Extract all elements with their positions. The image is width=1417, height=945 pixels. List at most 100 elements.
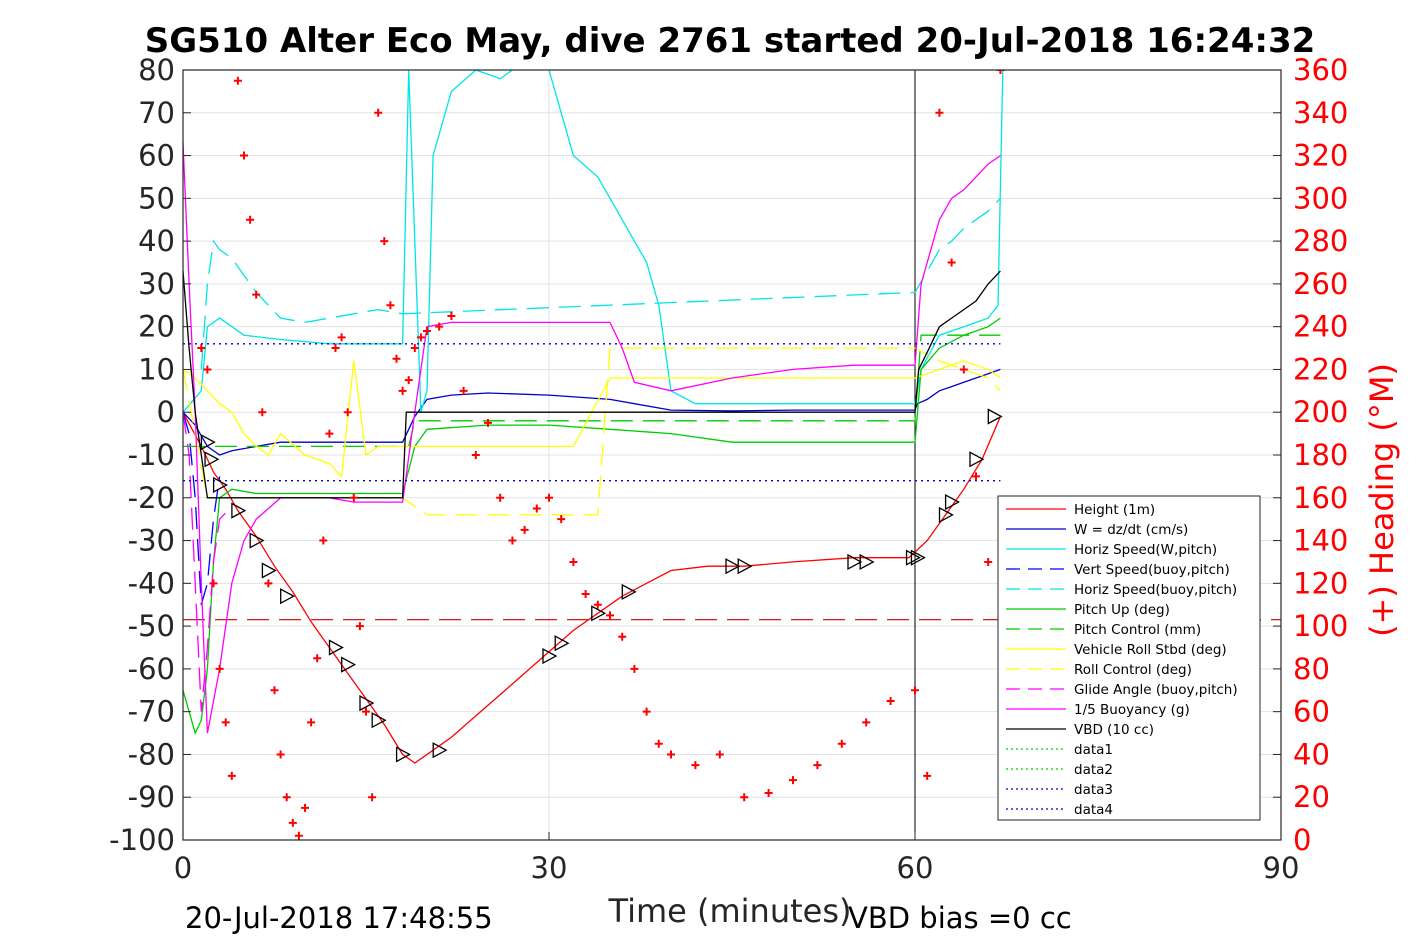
heading-point — [667, 750, 675, 759]
heading-point — [447, 311, 456, 320]
series-group — [183, 70, 1004, 764]
height-marker — [280, 588, 296, 605]
heading-point — [715, 750, 724, 759]
y2-tick-label: 360 — [1293, 53, 1348, 87]
heading-point — [471, 451, 480, 459]
heading-point — [520, 525, 529, 534]
heading-point — [374, 108, 383, 117]
heading-point — [252, 290, 261, 299]
heading-point — [886, 696, 895, 705]
y2-tick-label: 340 — [1293, 96, 1348, 130]
heading-point — [404, 376, 413, 385]
height-marker — [395, 746, 411, 763]
legend-label: data1 — [1074, 742, 1113, 758]
heading-point — [319, 536, 328, 545]
height-marker — [359, 695, 375, 712]
y-tick-label: -90 — [128, 780, 175, 814]
heading-point — [813, 761, 822, 770]
height-marker — [987, 408, 1003, 425]
y-tick-label: -50 — [128, 609, 175, 643]
heading-point — [392, 354, 401, 363]
y-tick-label: -10 — [128, 438, 175, 472]
legend-box — [997, 495, 1261, 821]
footer-vbd-bias: VBD bias =0 cc — [848, 901, 1072, 935]
heading-point — [508, 536, 517, 545]
heading-point — [325, 429, 334, 438]
heading-point — [203, 365, 212, 374]
legend-label: W = dz/dt (cm/s) — [1074, 522, 1188, 538]
heading-point — [435, 322, 444, 331]
heading-point — [398, 386, 407, 395]
series-line-5 — [200, 197, 1001, 370]
series-line-12 — [183, 270, 1001, 499]
heading-point — [313, 654, 322, 663]
heading-point — [654, 739, 663, 748]
x-tick-label: 90 — [1263, 851, 1300, 885]
heading-point — [240, 151, 248, 160]
height-marker — [204, 451, 220, 468]
x-tick-label: 0 — [174, 851, 192, 885]
heading-point — [349, 493, 358, 502]
heading-point — [484, 418, 492, 427]
heading-point — [959, 365, 968, 374]
heading-point — [233, 76, 242, 85]
heading-point — [301, 803, 309, 812]
x-tick-label: 30 — [531, 851, 568, 885]
height-marker — [231, 502, 247, 519]
heading-points — [197, 70, 1005, 840]
series-line-8 — [183, 360, 1001, 478]
height-marker — [859, 553, 875, 571]
heading-point — [947, 258, 956, 267]
heading-point — [215, 664, 224, 673]
legend-label: Pitch Up (deg) — [1074, 602, 1170, 618]
chart-title: SG510 Alter Eco May, dive 2761 started 2… — [145, 21, 1316, 61]
legend-label: data4 — [1074, 802, 1113, 818]
height-marker — [341, 656, 357, 673]
y-tick-label: 60 — [138, 139, 175, 173]
height-marker — [328, 639, 344, 656]
height-marker — [371, 712, 387, 729]
height-marker — [542, 647, 558, 665]
heading-point — [740, 793, 749, 802]
heading-point — [246, 215, 255, 224]
legend-label: Pitch Control (mm) — [1074, 622, 1201, 638]
y2-tick-label: 260 — [1293, 267, 1348, 301]
y2-tick-label: 20 — [1293, 780, 1330, 814]
heading-point — [209, 579, 218, 588]
y2-tick-label: 100 — [1293, 609, 1348, 643]
heading-point — [197, 344, 206, 353]
y-tick-label: 0 — [157, 395, 175, 429]
heading-point — [331, 344, 340, 353]
height-marker — [944, 493, 960, 511]
legend-label: Roll Control (deg) — [1074, 662, 1192, 678]
heading-point — [380, 237, 389, 246]
heading-point — [984, 557, 993, 566]
y2-tick-label: 40 — [1293, 737, 1330, 771]
y2-tick-label: 180 — [1293, 438, 1348, 472]
heading-point — [264, 579, 273, 588]
heading-point — [789, 776, 797, 785]
heading-point — [337, 333, 346, 342]
heading-point — [294, 831, 303, 840]
height-marker — [847, 553, 863, 571]
heading-point — [258, 408, 267, 417]
heading-point — [606, 611, 614, 620]
legend-label: data2 — [1074, 762, 1113, 778]
legend: Height (1m) W = dz/dt (cm/s) Horiz Speed(W… — [997, 495, 1261, 821]
height-marker — [621, 583, 637, 600]
legend-label: data3 — [1074, 782, 1113, 798]
heading-point — [532, 504, 541, 513]
y2-tick-label: 300 — [1293, 181, 1348, 215]
y2-tick-label: 120 — [1293, 566, 1348, 600]
heading-point — [691, 761, 700, 770]
y-tick-label: -80 — [128, 737, 175, 771]
y2-tick-label: 80 — [1293, 652, 1330, 686]
y-tick-label: -60 — [128, 652, 175, 686]
heading-point — [630, 664, 639, 673]
height-marker — [591, 605, 607, 622]
height-marker — [938, 506, 954, 523]
x-tick-label: 60 — [897, 851, 934, 885]
heading-point — [581, 590, 590, 599]
y-tick-label: -70 — [128, 695, 175, 729]
